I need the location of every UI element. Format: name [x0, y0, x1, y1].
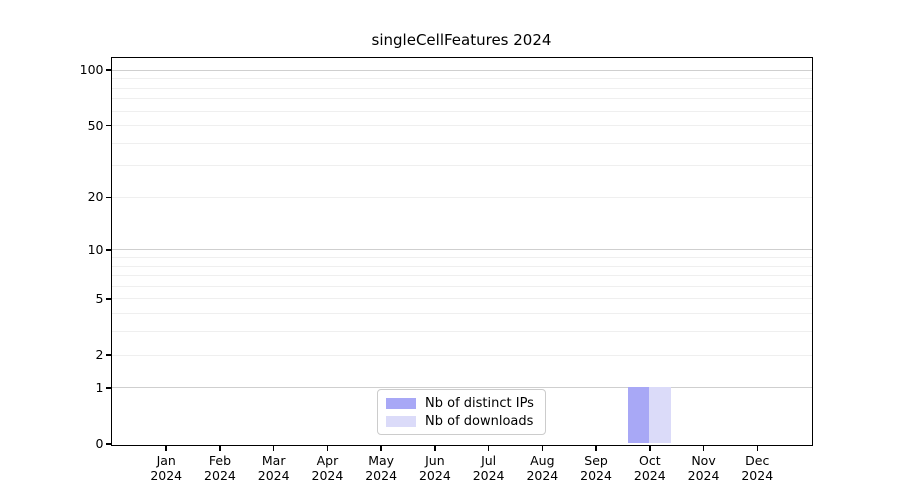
legend-item-downloads: Nb of downloads [386, 414, 537, 429]
y-tick-label: 50 [87, 117, 104, 133]
y-tick [105, 354, 112, 356]
y-tick [105, 124, 112, 127]
x-tick [165, 445, 167, 451]
bar-distinct-ips [627, 387, 650, 444]
chart-title: singleCellFeatures 2024 [371, 31, 552, 49]
legend-label-downloads: Nb of downloads [425, 413, 534, 429]
x-tick-label: Nov 2024 [687, 453, 720, 483]
y-gridline-minor [112, 285, 812, 287]
x-tick [219, 445, 221, 451]
x-tick-label: Dec 2024 [741, 453, 774, 483]
x-tick [434, 445, 436, 451]
y-gridline-minor [112, 125, 812, 127]
y-gridline-minor [112, 275, 812, 277]
y-tick [105, 298, 112, 300]
x-tick [380, 445, 382, 451]
y-gridline-minor [112, 257, 812, 258]
x-tick [326, 445, 329, 451]
x-tick-label: Oct 2024 [633, 453, 666, 483]
y-tick [105, 387, 112, 389]
y-gridline-minor [112, 142, 812, 144]
y-gridline-minor [112, 98, 812, 100]
y-gridline-minor [112, 87, 812, 89]
plot-area [111, 56, 813, 446]
legend-swatch-distinct-ips [386, 397, 416, 409]
x-tick [702, 445, 705, 451]
y-gridline-minor [112, 165, 812, 167]
x-tick-label: Apr 2024 [311, 453, 344, 483]
y-tick-label: 5 [95, 290, 104, 306]
x-tick [649, 445, 651, 451]
y-gridline-major [112, 249, 812, 251]
y-tick-label: 1 [95, 379, 104, 395]
y-tick [105, 443, 112, 445]
y-tick [105, 196, 112, 199]
y-gridline-minor [112, 265, 812, 267]
x-tick-label: Jun 2024 [418, 453, 451, 483]
y-gridline-minor [112, 78, 812, 80]
legend-label-distinct-ips: Nb of distinct IPs [425, 395, 534, 411]
legend-swatch-downloads [386, 415, 416, 427]
x-tick [595, 445, 597, 451]
x-tick-label: Jul 2024 [472, 453, 505, 483]
y-gridline-major [112, 387, 812, 389]
y-tick-label: 20 [87, 189, 104, 205]
y-gridline-minor [112, 196, 812, 198]
x-tick-label: Sep 2024 [580, 453, 612, 483]
x-tick [541, 445, 544, 451]
y-gridline-minor [112, 298, 812, 300]
y-tick [105, 249, 112, 251]
x-tick-label: Mar 2024 [257, 453, 290, 483]
y-gridline-minor [112, 110, 812, 112]
y-tick-label: 0 [95, 436, 104, 451]
x-tick [272, 445, 275, 451]
x-tick [756, 445, 759, 451]
y-gridline-minor [112, 354, 812, 356]
x-tick-label: May 2024 [365, 453, 398, 483]
y-tick-label: 2 [95, 347, 104, 363]
y-tick-label: 10 [87, 241, 104, 257]
y-gridline-minor [112, 313, 812, 315]
x-tick-label: Aug 2024 [526, 453, 559, 483]
x-tick-label: Feb 2024 [204, 453, 236, 483]
y-gridline-major [112, 69, 812, 71]
bar-downloads [649, 387, 671, 444]
legend-item-distinct-ips: Nb of distinct IPs [386, 396, 537, 411]
x-tick [487, 445, 490, 451]
x-tick-label: Jan 2024 [150, 453, 183, 483]
y-tick-label: 100 [79, 62, 104, 78]
y-gridline-minor [112, 331, 812, 333]
legend: Nb of distinct IPs Nb of downloads [377, 389, 546, 435]
y-tick [105, 69, 112, 71]
